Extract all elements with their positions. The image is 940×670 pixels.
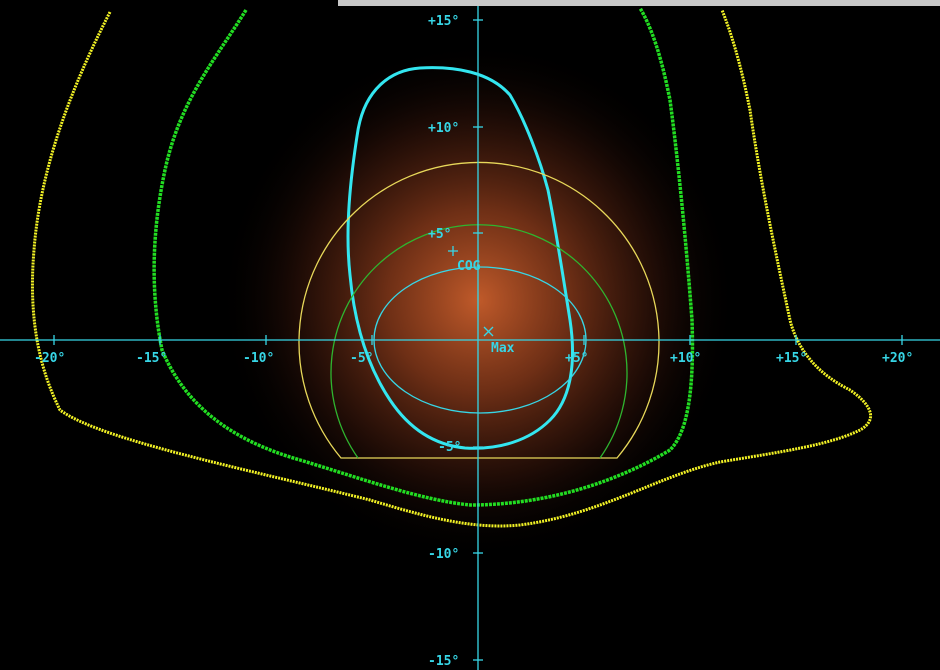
x-tick-label: +20°	[882, 351, 913, 366]
max-label: Max	[491, 341, 515, 356]
y-tick-label: -10°	[428, 547, 459, 562]
x-tick-label: +10°	[670, 351, 701, 366]
x-tick-label: +5°	[565, 351, 588, 366]
y-tick-label: +10°	[428, 121, 459, 136]
yellow-circle	[298, 161, 660, 459]
green-circle	[330, 224, 628, 459]
y-tick-label: +5°	[428, 227, 451, 242]
y-ticks	[473, 19, 483, 661]
cyan-contour	[346, 66, 575, 450]
beam-plot-svg: -20° -15° -10° -5° +5° +10° +15° +20° +1…	[0, 6, 940, 670]
cog-label: COG	[457, 259, 481, 274]
x-ticks	[53, 335, 903, 345]
yellow-contour	[30, 9, 873, 528]
x-tick-label: +15°	[776, 351, 807, 366]
y-tick-label: -5°	[438, 440, 461, 455]
x-tick-label: -10°	[243, 351, 274, 366]
cog-marker	[448, 246, 458, 256]
max-marker	[483, 326, 494, 337]
x-tick-label: -20°	[34, 351, 65, 366]
x-tick-label: -15°	[136, 351, 167, 366]
x-tick-label: -5°	[350, 351, 373, 366]
y-tick-label: +15°	[428, 14, 459, 29]
green-contour	[152, 7, 695, 507]
y-tick-label: -15°	[428, 654, 459, 669]
beam-plot[interactable]: -20° -15° -10° -5° +5° +10° +15° +20° +1…	[0, 6, 940, 670]
